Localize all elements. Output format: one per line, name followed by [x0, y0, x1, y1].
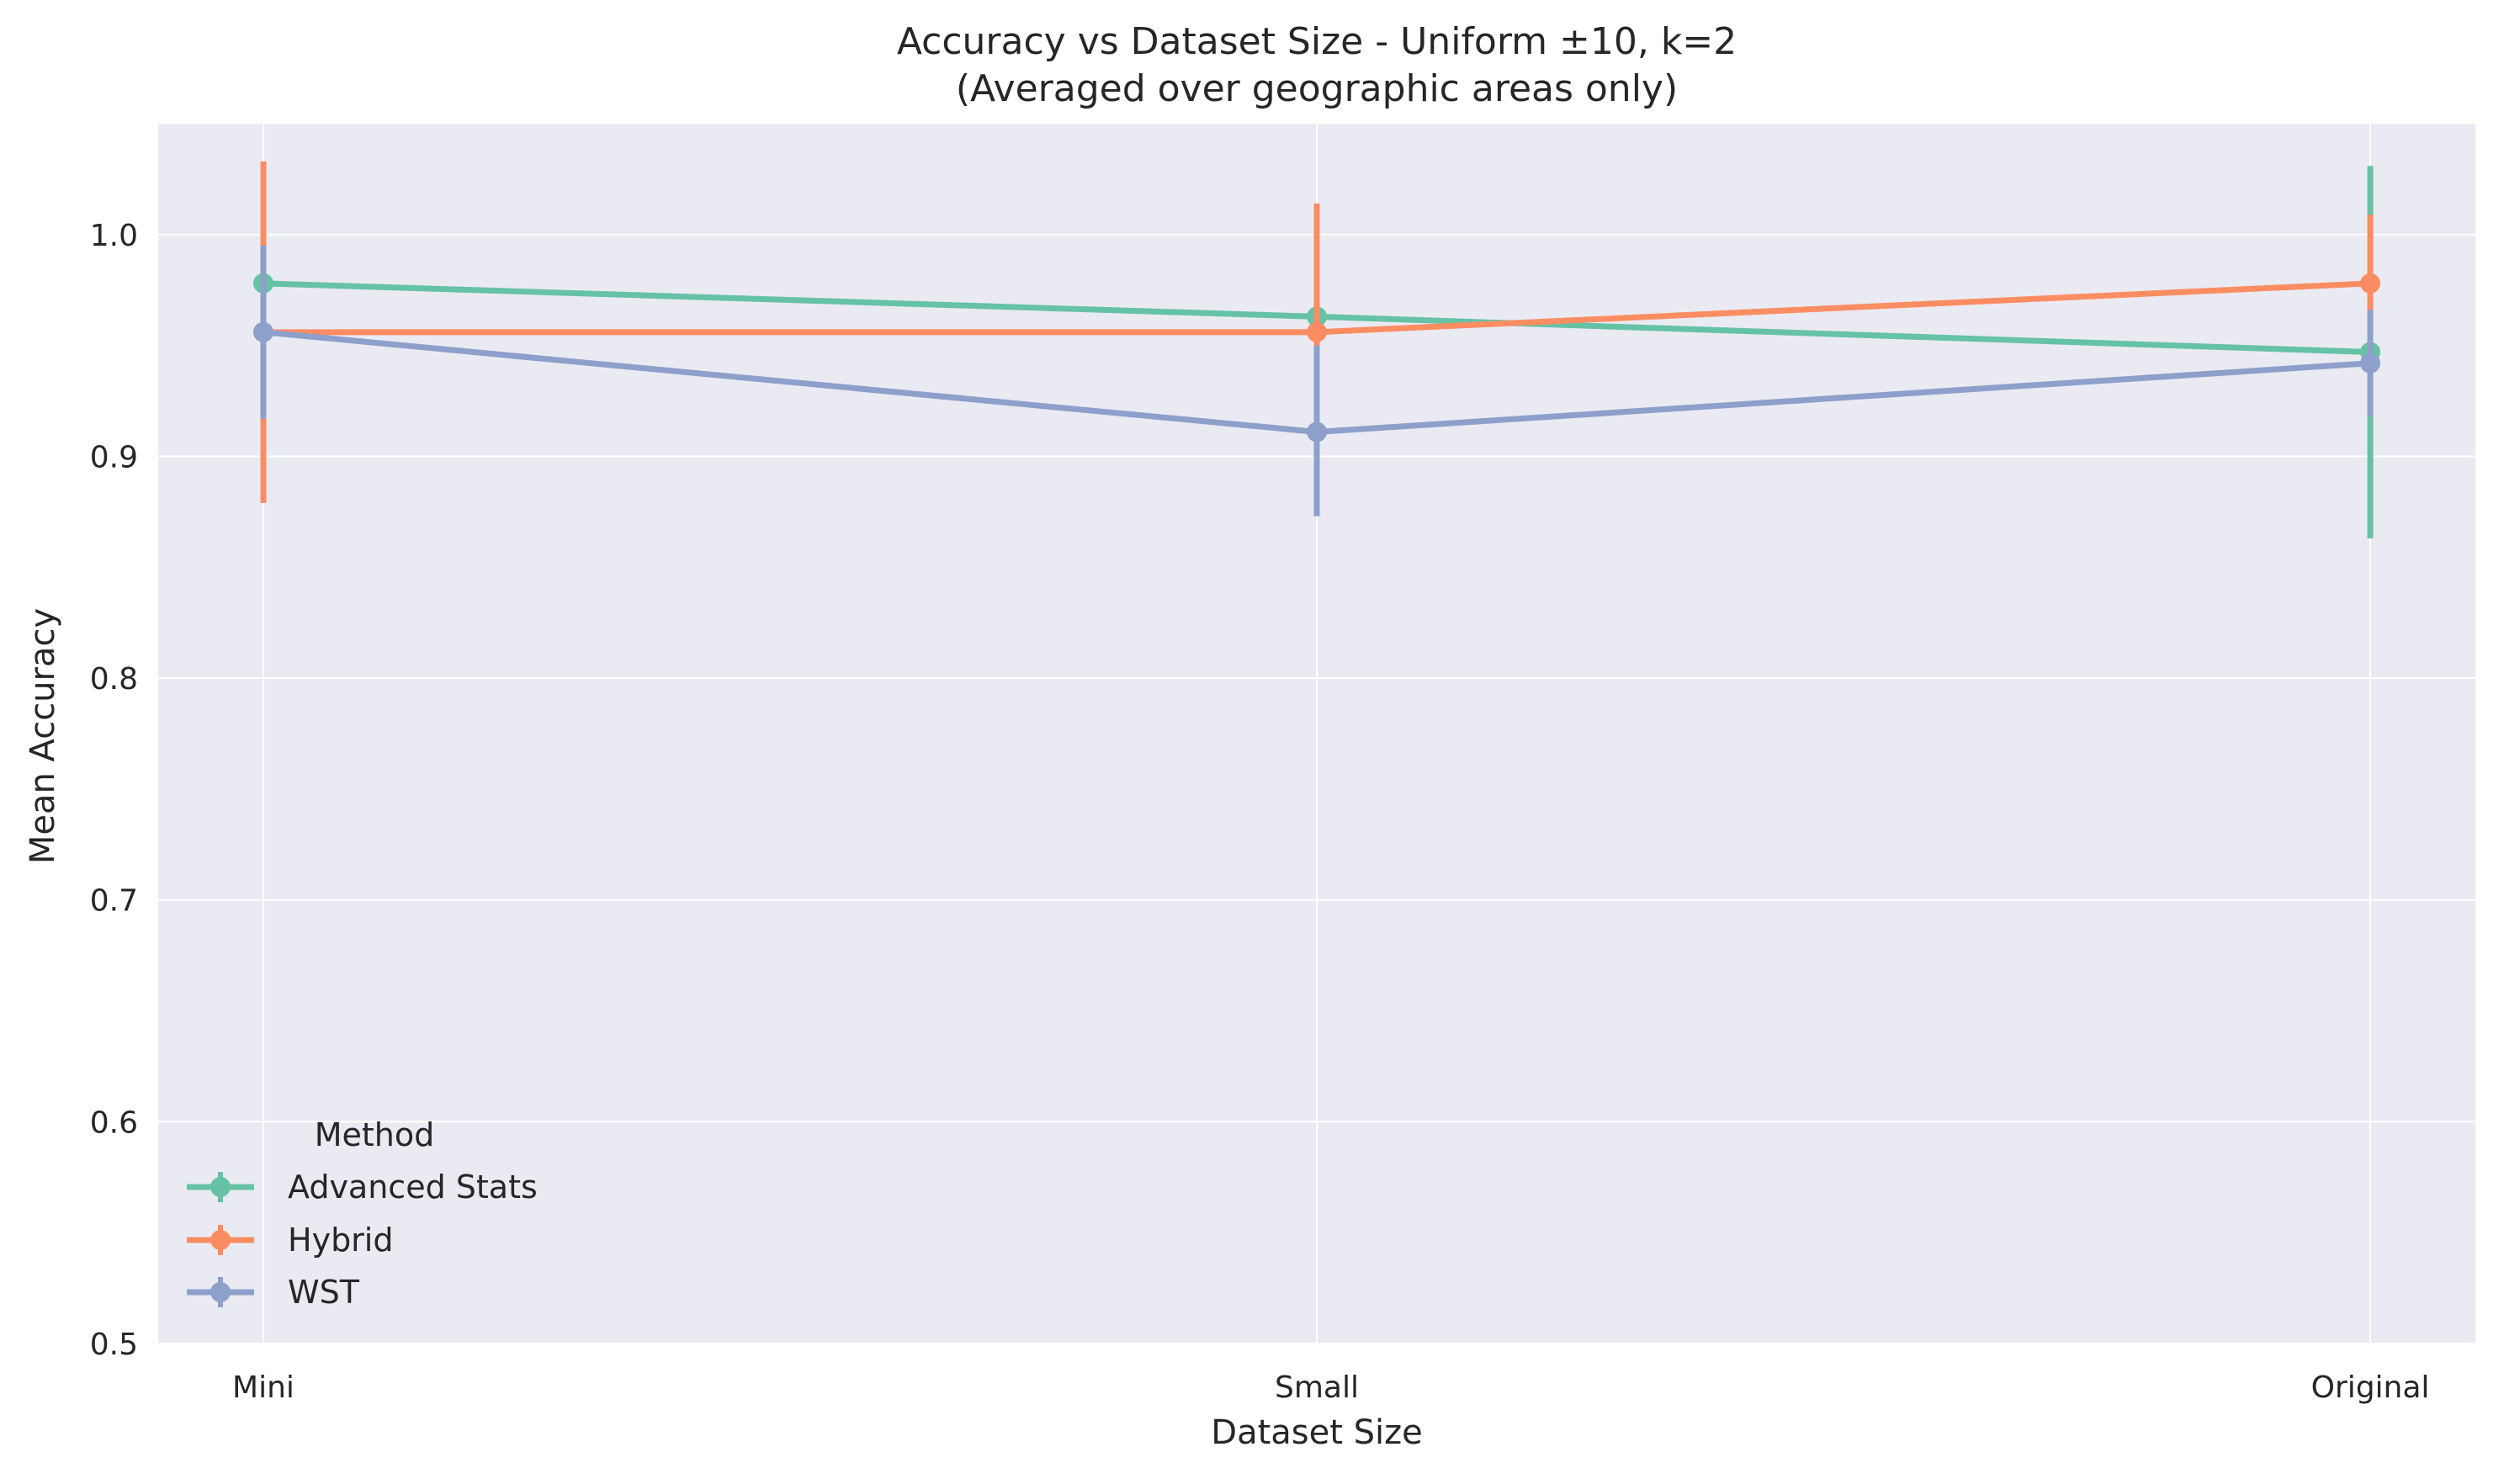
- series-wst: [253, 246, 2380, 517]
- legend-item: WST: [187, 1274, 360, 1311]
- legend-item: Advanced Stats: [187, 1169, 538, 1206]
- y-tick-label: 0.9: [90, 440, 138, 474]
- data-point: [2360, 273, 2380, 294]
- legend-swatch-marker: [210, 1282, 231, 1302]
- y-tick-label: 0.7: [90, 884, 138, 919]
- x-axis-label: Dataset Size: [1211, 1413, 1422, 1452]
- legend-label: WST: [288, 1274, 360, 1311]
- y-tick-label: 0.6: [90, 1105, 138, 1140]
- legend-label: Advanced Stats: [288, 1169, 538, 1206]
- chart-subtitle: (Averaged over geographic areas only): [956, 67, 1678, 110]
- legend-swatch-marker: [210, 1177, 231, 1197]
- legend: Method Advanced Stats Hybrid WST: [187, 1116, 538, 1311]
- x-tick-label: Mini: [232, 1370, 294, 1405]
- data-point: [1307, 321, 1327, 342]
- legend-item: Hybrid: [187, 1222, 394, 1259]
- x-tick-label: Small: [1275, 1370, 1359, 1405]
- legend-swatch-marker: [210, 1230, 231, 1250]
- legend-label: Hybrid: [288, 1222, 394, 1259]
- data-point: [253, 321, 273, 342]
- legend-title: Method: [315, 1116, 435, 1153]
- y-axis-label: Mean Accuracy: [24, 608, 62, 864]
- y-tick-label: 0.5: [90, 1328, 138, 1362]
- data-point: [1307, 421, 1327, 443]
- y-tick-label: 1.0: [90, 219, 138, 253]
- chart-title: Accuracy vs Dataset Size - Uniform ±10, …: [897, 20, 1737, 63]
- axis-ticks: 0.5 0.6 0.7 0.8 0.9 1.0 Mini Small Original: [90, 219, 2430, 1405]
- data-point: [2360, 352, 2380, 374]
- series-layer: [253, 161, 2380, 538]
- y-tick-label: 0.8: [90, 662, 138, 697]
- x-tick-label: Original: [2311, 1370, 2430, 1405]
